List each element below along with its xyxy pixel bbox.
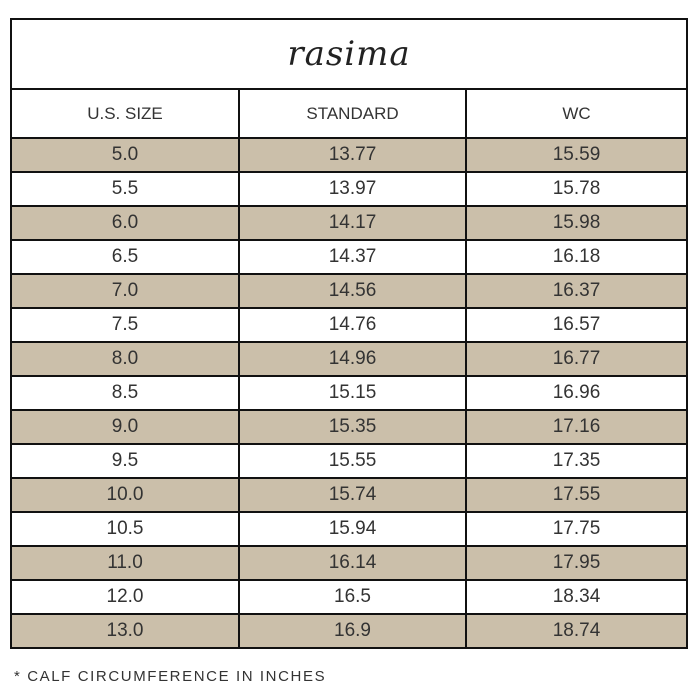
table-body: 5.0 13.77 15.59 5.5 13.97 15.78 6.0 14.17 15.98 6…	[12, 139, 686, 647]
table-row: 11.0 16.14 17.95	[12, 547, 686, 581]
us-size-cell: 10.0	[106, 484, 144, 505]
us-size-cell: 12.0	[106, 586, 144, 607]
footnote: * CALF CIRCUMFERENCE IN INCHES	[14, 668, 327, 685]
us-size-cell: 5.0	[111, 144, 139, 165]
standard-cell: 14.56	[238, 275, 465, 307]
us-size-cell: 9.0	[111, 416, 139, 437]
table-row: 10.5 15.94 17.75	[12, 513, 686, 547]
us-size-cell: 8.5	[111, 382, 139, 403]
us-size-cell: 7.0	[111, 280, 139, 301]
table-row: 9.0 15.35 17.16	[12, 411, 686, 445]
us-size-cell: 9.5	[111, 450, 139, 471]
wc-cell: 18.34	[465, 581, 686, 613]
table-row: 7.5 14.76 16.57	[12, 309, 686, 343]
brand-logo: rasima	[12, 20, 686, 90]
table-row: 6.5 14.37 16.18	[12, 241, 686, 275]
table-row: 9.5 15.55 17.35	[12, 445, 686, 479]
table-row: 12.0 16.5 18.34	[12, 581, 686, 615]
us-size-cell: 7.5	[111, 314, 139, 335]
table-row: 7.0 14.56 16.37	[12, 275, 686, 309]
us-size-cell: 11.0	[107, 552, 143, 573]
standard-cell: 13.97	[238, 173, 465, 205]
header-wc: WC	[465, 90, 686, 137]
standard-cell: 14.17	[238, 207, 465, 239]
wc-cell: 16.96	[465, 377, 686, 409]
wc-cell: 16.77	[465, 343, 686, 375]
standard-cell: 15.94	[238, 513, 465, 545]
wc-cell: 15.78	[465, 173, 686, 205]
standard-cell: 15.55	[238, 445, 465, 477]
standard-cell: 16.14	[238, 547, 465, 579]
table-row: 5.0 13.77 15.59	[12, 139, 686, 173]
us-size-cell: 5.5	[111, 178, 139, 199]
wc-cell: 17.55	[465, 479, 686, 511]
wc-cell: 16.18	[465, 241, 686, 273]
wc-cell: 17.75	[465, 513, 686, 545]
standard-cell: 15.74	[238, 479, 465, 511]
table-row: 10.0 15.74 17.55	[12, 479, 686, 513]
us-size-cell: 13.0	[106, 620, 144, 641]
standard-cell: 16.9	[238, 615, 465, 647]
table-row: 8.5 15.15 16.96	[12, 377, 686, 411]
standard-cell: 16.5	[238, 581, 465, 613]
table-row: 6.0 14.17 15.98	[12, 207, 686, 241]
us-size-cell: 6.0	[111, 212, 139, 233]
us-size-cell: 10.5	[106, 518, 144, 539]
table-row: 13.0 16.9 18.74	[12, 615, 686, 647]
size-chart-table: rasima U.S. SIZE STANDARD WC 5.0 13.77 15.…	[10, 18, 688, 649]
standard-cell: 14.96	[238, 343, 465, 375]
wc-cell: 18.74	[465, 615, 686, 647]
us-size-cell: 8.0	[111, 348, 139, 369]
wc-cell: 15.98	[465, 207, 686, 239]
wc-cell: 17.35	[465, 445, 686, 477]
standard-cell: 15.15	[238, 377, 465, 409]
wc-cell: 15.59	[465, 139, 686, 171]
standard-cell: 15.35	[238, 411, 465, 443]
standard-cell: 13.77	[238, 139, 465, 171]
header-us-size: U.S. SIZE	[87, 103, 163, 123]
table-row: 8.0 14.96 16.77	[12, 343, 686, 377]
standard-cell: 14.76	[238, 309, 465, 341]
header-standard: STANDARD	[238, 90, 465, 137]
table-header-row: U.S. SIZE STANDARD WC	[12, 90, 686, 139]
wc-cell: 17.16	[465, 411, 686, 443]
table-row: 5.5 13.97 15.78	[12, 173, 686, 207]
us-size-cell: 6.5	[111, 246, 139, 267]
standard-cell: 14.37	[238, 241, 465, 273]
wc-cell: 17.95	[465, 547, 686, 579]
wc-cell: 16.57	[465, 309, 686, 341]
wc-cell: 16.37	[465, 275, 686, 307]
